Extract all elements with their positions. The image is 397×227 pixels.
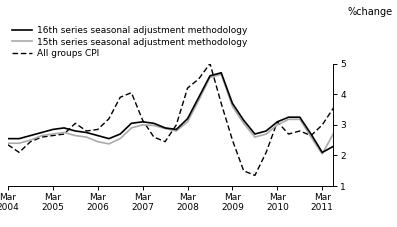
Legend: 16th series seasonal adjustment methodology, 15th series seasonal adjustment met: 16th series seasonal adjustment methodol… bbox=[12, 26, 247, 58]
Text: %change: %change bbox=[348, 7, 393, 17]
